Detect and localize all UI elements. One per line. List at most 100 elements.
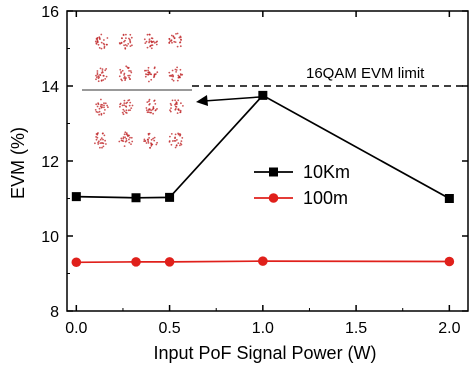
constellation-dot bbox=[101, 68, 104, 70]
constellation-dot bbox=[127, 138, 130, 141]
constellation-dot bbox=[179, 41, 182, 43]
constellation-dot bbox=[122, 33, 125, 36]
constellation-dot bbox=[106, 43, 108, 46]
constellation-dot bbox=[152, 112, 155, 115]
constellation-dot bbox=[150, 109, 153, 112]
constellation-dot bbox=[180, 143, 183, 146]
constellation-dot bbox=[146, 33, 149, 36]
constellation-dot bbox=[100, 98, 102, 101]
constellation-dot bbox=[176, 66, 179, 69]
constellation-dot bbox=[180, 140, 183, 143]
constellation-point bbox=[168, 32, 183, 48]
constellation-dot bbox=[96, 37, 99, 39]
constellation-dot bbox=[155, 43, 158, 46]
constellation-point bbox=[95, 67, 108, 83]
constellation-dot bbox=[101, 106, 103, 108]
constellation-dot bbox=[179, 35, 182, 38]
constellation-dot bbox=[144, 140, 147, 142]
y-tick-label: 10 bbox=[41, 229, 59, 246]
x-tick-label: 0.0 bbox=[65, 320, 87, 337]
constellation-point bbox=[168, 132, 184, 149]
constellation-dot bbox=[100, 41, 103, 44]
constellation-dot bbox=[103, 104, 105, 107]
constellation-dot bbox=[125, 33, 127, 36]
constellation-dot bbox=[170, 143, 173, 146]
constellation-dot bbox=[150, 138, 153, 141]
constellation-dot bbox=[99, 67, 102, 70]
constellation-dot bbox=[173, 40, 176, 43]
constellation-dot bbox=[174, 137, 176, 140]
constellation-dot bbox=[127, 109, 130, 112]
constellation-dot bbox=[124, 79, 126, 81]
constellation-dot bbox=[145, 40, 148, 43]
constellation-dot bbox=[98, 36, 101, 39]
constellation-dot bbox=[152, 106, 155, 108]
constellation-dot bbox=[96, 72, 99, 74]
constellation-dot bbox=[121, 79, 123, 82]
constellation-dot bbox=[174, 99, 177, 102]
constellation-dot bbox=[99, 74, 101, 76]
y-tick-label: 8 bbox=[50, 304, 59, 321]
legend-marker-100m bbox=[268, 193, 279, 203]
constellation-dot bbox=[179, 109, 182, 112]
constellation-dot bbox=[122, 137, 125, 140]
data-point-100m bbox=[164, 257, 175, 267]
constellation-dot bbox=[147, 132, 150, 135]
constellation-inset bbox=[82, 14, 192, 160]
constellation-dot bbox=[176, 139, 178, 141]
constellation-dot bbox=[96, 133, 99, 136]
constellation-dot bbox=[99, 146, 101, 149]
constellation-dot bbox=[127, 37, 130, 40]
constellation-dot bbox=[95, 78, 97, 81]
constellation-dot bbox=[156, 141, 159, 144]
constellation-dot bbox=[97, 43, 100, 46]
constellation-dot bbox=[100, 47, 103, 50]
constellation-dot bbox=[145, 107, 148, 109]
constellation-dot bbox=[101, 104, 104, 106]
constellation-dot bbox=[97, 80, 100, 83]
constellation-dot bbox=[145, 73, 147, 75]
constellation-point bbox=[143, 33, 159, 50]
constellation-dot bbox=[174, 146, 177, 149]
data-point-10Km bbox=[71, 192, 81, 202]
constellation-dot bbox=[147, 71, 150, 74]
constellation-dot bbox=[97, 143, 100, 145]
constellation-dot bbox=[144, 42, 147, 44]
constellation-dot bbox=[150, 73, 153, 76]
constellation-dot bbox=[125, 133, 128, 136]
constellation-dot bbox=[129, 78, 131, 80]
data-point-10Km bbox=[258, 90, 268, 100]
constellation-dot bbox=[118, 140, 121, 143]
constellation-dot bbox=[172, 79, 175, 82]
data-point-100m bbox=[258, 256, 268, 266]
constellation-dot bbox=[126, 45, 128, 47]
constellation-dot bbox=[104, 139, 106, 142]
constellation-dot bbox=[99, 142, 102, 145]
y-tick-label: 16 bbox=[41, 4, 59, 21]
constellation-dot bbox=[125, 111, 127, 114]
constellation-dot bbox=[121, 139, 124, 142]
constellation-dot bbox=[154, 103, 157, 105]
constellation-dot bbox=[177, 99, 180, 102]
constellation-dot bbox=[97, 102, 99, 105]
constellation-dot bbox=[123, 44, 125, 47]
constellation-dot bbox=[127, 134, 129, 137]
constellation-dot bbox=[170, 133, 173, 135]
constellation-dot bbox=[102, 79, 105, 81]
constellation-dot bbox=[171, 69, 174, 72]
constellation-dot bbox=[103, 39, 105, 41]
constellation-dot bbox=[179, 134, 181, 137]
constellation-point bbox=[169, 99, 184, 114]
constellation-dot bbox=[130, 143, 132, 146]
constellation-dot bbox=[96, 136, 99, 139]
constellation-dot bbox=[101, 70, 104, 72]
constellation-dot bbox=[130, 36, 133, 39]
constellation-dot bbox=[129, 74, 131, 77]
constellation-dot bbox=[147, 138, 149, 141]
constellation-dot bbox=[147, 66, 150, 69]
constellation-dot bbox=[168, 41, 171, 44]
constellation-dot bbox=[146, 111, 149, 114]
constellation-dot bbox=[146, 101, 149, 103]
series-group bbox=[71, 90, 455, 268]
